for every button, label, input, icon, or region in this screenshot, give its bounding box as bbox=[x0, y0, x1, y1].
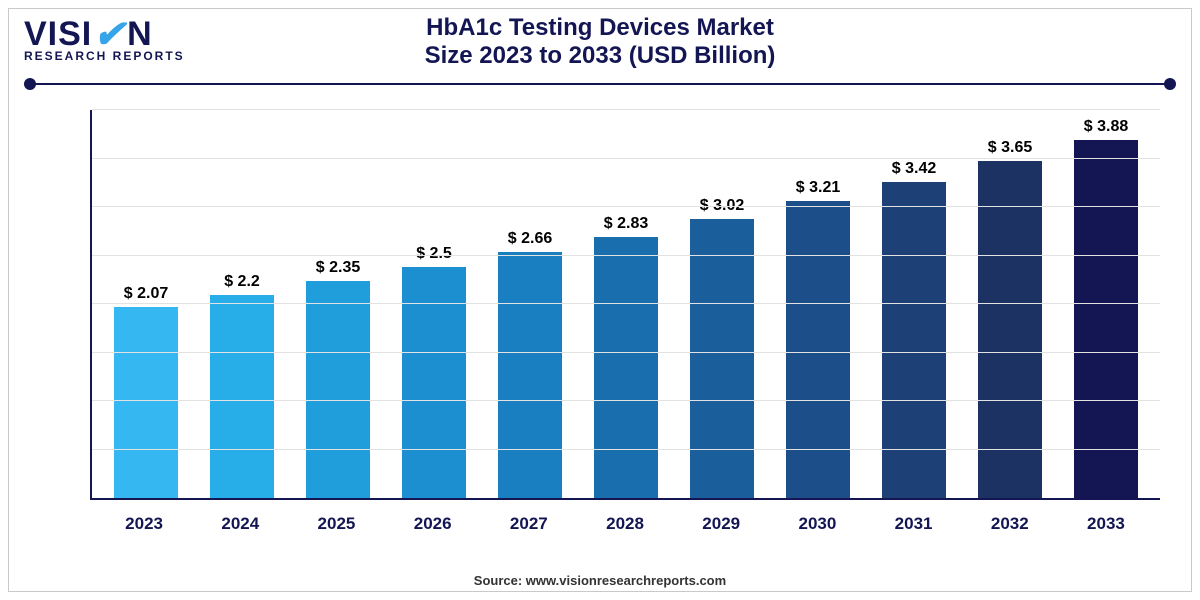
grid-line bbox=[92, 303, 1160, 304]
bar-slot: $ 2.5 bbox=[386, 110, 482, 498]
bar bbox=[690, 219, 753, 498]
bars-container: $ 2.07 $ 2.2 $ 2.35 $ 2.5 $ 2.66 $ 2.83 $ 3.02… bbox=[92, 110, 1160, 498]
x-axis-label: 2026 bbox=[385, 504, 481, 540]
bar-slot: $ 2.66 bbox=[482, 110, 578, 498]
bar-slot: $ 2.2 bbox=[194, 110, 290, 498]
bar-value-label: $ 2.83 bbox=[604, 215, 648, 233]
bar-value-label: $ 3.88 bbox=[1084, 118, 1128, 136]
brand-accent-icon: ✔ bbox=[93, 16, 126, 54]
divider-dot-right bbox=[1164, 78, 1176, 90]
bar-value-label: $ 2.66 bbox=[508, 230, 552, 248]
bar bbox=[306, 281, 369, 498]
bar bbox=[1074, 140, 1137, 498]
grid-line bbox=[92, 400, 1160, 401]
chart-area: $ 2.07 $ 2.2 $ 2.35 $ 2.5 $ 2.66 $ 2.83 $ 3.02… bbox=[60, 110, 1170, 540]
source-attribution: Source: www.visionresearchreports.com bbox=[0, 573, 1200, 588]
bar bbox=[210, 295, 273, 498]
bar bbox=[498, 252, 561, 498]
bar-value-label: $ 3.42 bbox=[892, 160, 936, 178]
x-axis-label: 2023 bbox=[96, 504, 192, 540]
bar-slot: $ 2.07 bbox=[98, 110, 194, 498]
bar bbox=[786, 201, 849, 498]
bar-value-label: $ 2.07 bbox=[124, 285, 168, 303]
grid-line bbox=[92, 352, 1160, 353]
x-axis-label: 2031 bbox=[866, 504, 962, 540]
grid-line bbox=[92, 206, 1160, 207]
bar-slot: $ 3.88 bbox=[1058, 110, 1154, 498]
x-axis-label: 2033 bbox=[1058, 504, 1154, 540]
bar-slot: $ 3.65 bbox=[962, 110, 1058, 498]
bar bbox=[882, 182, 945, 498]
grid-line bbox=[92, 449, 1160, 450]
bar bbox=[114, 307, 177, 498]
x-axis-label: 2029 bbox=[673, 504, 769, 540]
bar-value-label: $ 2.2 bbox=[224, 273, 260, 291]
x-axis-label: 2024 bbox=[192, 504, 288, 540]
grid-line bbox=[92, 158, 1160, 159]
x-axis-label: 2032 bbox=[962, 504, 1058, 540]
x-axis-label: 2025 bbox=[288, 504, 384, 540]
bar bbox=[978, 161, 1041, 498]
bar-slot: $ 3.02 bbox=[674, 110, 770, 498]
x-axis-label: 2027 bbox=[481, 504, 577, 540]
x-axis-label: 2030 bbox=[769, 504, 865, 540]
brand-pre: VISI bbox=[24, 17, 92, 51]
bar-value-label: $ 3.21 bbox=[796, 179, 840, 197]
brand-post: N bbox=[127, 17, 153, 51]
bar bbox=[594, 237, 657, 498]
bar bbox=[402, 267, 465, 498]
bar-value-label: $ 2.35 bbox=[316, 259, 360, 277]
brand-logo: VISI ✔ N RESEARCH REPORTS bbox=[24, 14, 185, 62]
bar-value-label: $ 3.65 bbox=[988, 139, 1032, 157]
bar-slot: $ 3.21 bbox=[770, 110, 866, 498]
x-axis-label: 2028 bbox=[577, 504, 673, 540]
bar-slot: $ 3.42 bbox=[866, 110, 962, 498]
bar-slot: $ 2.83 bbox=[578, 110, 674, 498]
x-axis-labels: 2023202420252026202720282029203020312032… bbox=[90, 504, 1160, 540]
plot-area: $ 2.07 $ 2.2 $ 2.35 $ 2.5 $ 2.66 $ 2.83 $ 3.02… bbox=[90, 110, 1160, 500]
grid-line bbox=[92, 255, 1160, 256]
grid-line bbox=[92, 109, 1160, 110]
bar-slot: $ 2.35 bbox=[290, 110, 386, 498]
title-divider bbox=[24, 78, 1176, 90]
divider-line bbox=[30, 83, 1170, 85]
